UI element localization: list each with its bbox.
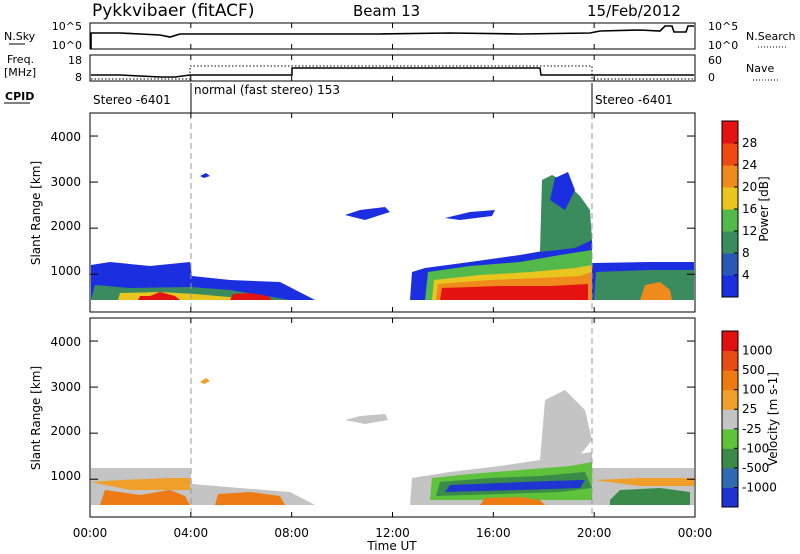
x-tick-label: 20:00 (577, 526, 612, 540)
x-tick-label: 00:00 (678, 526, 713, 540)
power-colorbar-color-step (722, 275, 738, 298)
power-colorbar-color-step (722, 143, 738, 166)
velocity-ytick-4000: 4000 (50, 335, 81, 349)
power-ytick-2000: 2000 (50, 219, 81, 233)
power-ytick-3000: 3000 (50, 175, 81, 189)
power-colorbar-tick-label: 16 (742, 202, 757, 216)
velocity-colorbar-tick-label: 25 (742, 402, 757, 416)
velocity-colorbar-color-step (722, 331, 738, 352)
velocity-ytick-1000: 1000 (50, 469, 81, 483)
velocity-colorbar-color-step (722, 428, 738, 449)
date-title: 15/Feb/2012 (587, 2, 681, 20)
power-colorbar-color-step (722, 209, 738, 232)
power-colorbar-color-step (722, 187, 738, 210)
velocity-colorbar-tick-label: -25 (742, 422, 762, 436)
nsky-tick-bottom: 10^0 (52, 39, 82, 52)
velocity-colorbar-color-step (722, 467, 738, 488)
power-colorbar-label: Power [dB] (757, 176, 771, 241)
cpid-segment-1: Stereo -6401 (93, 93, 171, 107)
power-colorbar-tick-label: 28 (742, 136, 757, 150)
velocity-colorbar-color-step (722, 370, 738, 391)
nsky-tick-top: 10^5 (52, 20, 82, 33)
power-y-axis-label: Slant Range [km] (29, 161, 43, 265)
x-tick-label: 00:00 (73, 526, 108, 540)
velocity-colorbar-outline (721, 330, 739, 508)
power-ytick-1000: 1000 (50, 264, 81, 278)
nave-trace (91, 65, 694, 80)
power-colorbar-tick-label: 8 (742, 246, 750, 260)
x-tick-label: 16:00 (476, 526, 511, 540)
nave-tick-top: 60 (708, 54, 722, 67)
velocity-colorbar-color-step (722, 409, 738, 430)
nsearch-label: N.Search (746, 30, 796, 43)
freq-label-line2: [MHz] (4, 66, 36, 79)
velocity-colorbar-label: Velocity [m s-1] (766, 372, 780, 466)
velocity-colorbar-tick-label: 100 (742, 383, 765, 397)
nsky-label: N.Sky (4, 30, 36, 43)
freq-tick-bottom: 8 (75, 71, 82, 84)
power-heatmap (91, 172, 694, 300)
cpid-label: CPID (5, 90, 34, 103)
power-ytick-4000: 4000 (50, 130, 81, 144)
power-colorbar-color-step (722, 165, 738, 188)
velocity-y-axis-label: Slant Range [km] (29, 366, 43, 470)
beam-title: Beam 13 (353, 2, 420, 20)
velocity-colorbar-color-step (722, 389, 738, 410)
cpid-segment-3: Stereo -6401 (595, 93, 673, 107)
nsearch-tick-top: 10^5 (708, 20, 738, 33)
power-colorbar-tick-label: 12 (742, 224, 757, 238)
velocity-heatmap (91, 378, 694, 505)
nsky-trace (90, 25, 694, 49)
nave-tick-bottom: 0 (708, 71, 715, 84)
velocity-colorbar-color-step (722, 448, 738, 469)
velocity-ytick-2000: 2000 (50, 424, 81, 438)
x-tick-label: 08:00 (274, 526, 309, 540)
nsearch-tick-bottom: 10^0 (708, 39, 738, 52)
freq-label-line1: Freq. (7, 53, 34, 66)
x-axis-label: Time UT (366, 539, 417, 553)
velocity-colorbar-tick-label: 500 (742, 363, 765, 377)
power-colorbar-tick-label: 4 (742, 268, 750, 282)
velocity-colorbar-color-step (722, 487, 738, 508)
freq-trace (91, 67, 694, 78)
velocity-colorbar-tick-label: -100 (742, 441, 769, 455)
nave-label: Nave (746, 62, 774, 75)
velocity-colorbar-tick-label: 1000 (742, 344, 773, 358)
velocity-colorbar-color-step (722, 350, 738, 371)
velocity-colorbar-tick-label: -500 (742, 461, 769, 475)
power-colorbar-color-step (722, 231, 738, 254)
power-colorbar-color-step (722, 121, 738, 144)
velocity-ytick-3000: 3000 (50, 380, 81, 394)
power-colorbar-tick-label: 24 (742, 158, 757, 172)
freq-tick-top: 18 (68, 54, 82, 67)
x-tick-label: 12:00 (375, 526, 410, 540)
time-axis: 00:00 04:00 08:00 12:00 16:00 20:00 00:00 (73, 23, 713, 540)
cpid-segment-2: normal (fast stereo) 153 (194, 83, 340, 97)
power-colorbar-color-step (722, 253, 738, 276)
velocity-panel: 1000 2000 3000 4000 Slant Range [km] (29, 317, 696, 518)
power-panel: 1000 2000 3000 4000 Slant Range [km] (29, 112, 696, 313)
x-tick-label: 04:00 (174, 526, 209, 540)
axis-tick-marks (90, 135, 695, 480)
station-title: Pykkvibaer (fitACF) (92, 1, 254, 21)
power-colorbar-tick-label: 20 (742, 180, 757, 194)
velocity-colorbar-tick-label: -1000 (742, 480, 777, 494)
